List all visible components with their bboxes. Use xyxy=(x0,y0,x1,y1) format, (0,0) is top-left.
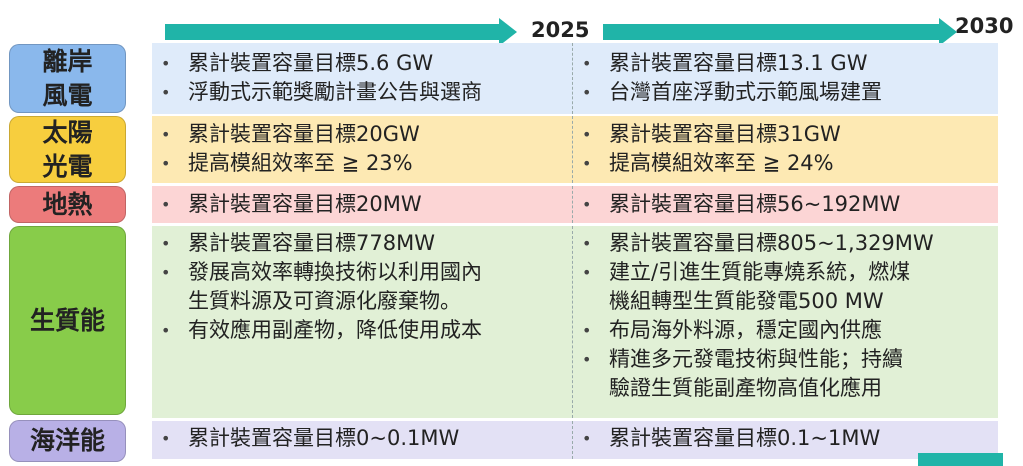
bullet-icon: • xyxy=(582,350,592,369)
timeline-arrow-2030 xyxy=(603,18,957,46)
cell-2030: • 累計裝置容量目標31GW • 提高模組效率至 ≧ 24% xyxy=(572,116,998,183)
list-item: • 浮動式示範獎勵計畫公告與選商 xyxy=(152,78,572,107)
bullet-icon: • xyxy=(161,429,171,448)
bullet-icon: • xyxy=(161,195,171,214)
list-item: • 累計裝置容量目標0~0.1MW xyxy=(152,424,572,453)
timeline-arrow-2025 xyxy=(165,18,517,46)
list-item: • 累計裝置容量目標778MW xyxy=(152,229,572,258)
bullet-icon: • xyxy=(582,321,592,340)
cell-2030: • 累計裝置容量目標0.1~1MW xyxy=(572,421,998,459)
bullet-icon: • xyxy=(582,263,592,282)
category-label-offshore-wind: 離岸 風電 xyxy=(9,44,126,113)
category-label-biomass: 生質能 xyxy=(9,226,126,415)
bullet-icon: • xyxy=(161,263,171,282)
bullet-icon: • xyxy=(582,234,592,253)
cell-2025: • 累計裝置容量目標0~0.1MW xyxy=(152,421,572,459)
bullet-icon: • xyxy=(161,154,171,173)
list-item: • 有效應用副產物，降低使用成本 xyxy=(152,316,572,345)
category-label-geothermal: 地熱 xyxy=(9,186,126,223)
cell-2030: • 累計裝置容量目標13.1 GW • 台灣首座浮動式示範風場建置 xyxy=(572,43,998,114)
table-row: • 累計裝置容量目標20GW • 提高模組效率至 ≧ 23% • 累計裝置容量目標31GW… xyxy=(152,116,998,183)
list-item: • 台灣首座浮動式示範風場建置 xyxy=(573,78,998,107)
table-row: • 累計裝置容量目標778MW • 發展高效率轉換技術以利用國內 生質料源及可資源化廢… xyxy=(152,226,998,418)
cell-2025: • 累計裝置容量目標20GW • 提高模組效率至 ≧ 23% xyxy=(152,116,572,183)
list-item: • 提高模組效率至 ≧ 24% xyxy=(573,149,998,178)
list-item: • 布局海外料源，穩定國內供應 xyxy=(573,316,998,345)
year-2030-label: 2030 xyxy=(955,14,1014,38)
bullet-icon: • xyxy=(582,429,592,448)
cell-2025: • 累計裝置容量目標20MW xyxy=(152,186,572,223)
table-row: • 累計裝置容量目標5.6 GW • 浮動式示範獎勵計畫公告與選商 • 累計裝置容量目標1… xyxy=(152,43,998,114)
year-2025-label: 2025 xyxy=(531,18,590,42)
list-item: • 累計裝置容量目標20MW xyxy=(152,190,572,219)
category-label-solar: 太陽 光電 xyxy=(9,116,126,183)
list-item: • 累計裝置容量目標56~192MW xyxy=(573,190,998,219)
bullet-icon: • xyxy=(161,83,171,102)
bullet-icon: • xyxy=(161,125,171,144)
cell-2025: • 累計裝置容量目標778MW • 發展高效率轉換技術以利用國內 生質料源及可資源化廢… xyxy=(152,226,572,418)
list-item: • 提高模組效率至 ≧ 23% xyxy=(152,149,572,178)
cell-2030: • 累計裝置容量目標56~192MW xyxy=(572,186,998,223)
list-item: • 累計裝置容量目標20GW xyxy=(152,120,572,149)
list-item: • 精進多元發電技術與性能；持續 驗證生質能副產物高值化應用 xyxy=(582,347,903,400)
cell-2025: • 累計裝置容量目標5.6 GW • 浮動式示範獎勵計畫公告與選商 xyxy=(152,43,572,114)
bullet-icon: • xyxy=(582,195,592,214)
bullet-icon: • xyxy=(582,54,592,73)
bullet-icon: • xyxy=(161,321,171,340)
cell-2030: • 累計裝置容量目標805~1,329MW • 建立/引進生質能專燒系統，燃煤 機組轉… xyxy=(572,226,998,418)
accent-bar xyxy=(918,453,1003,466)
category-label-ocean: 海洋能 xyxy=(9,420,126,462)
list-item: • 發展高效率轉換技術以利用國內 生質料源及可資源化廢棄物。 xyxy=(161,260,482,313)
bullet-icon: • xyxy=(582,125,592,144)
list-item: • 建立/引進生質能專燒系統，燃煤 機組轉型生質能發電500 MW xyxy=(582,260,911,313)
list-item: • 累計裝置容量目標0.1~1MW xyxy=(573,424,998,453)
list-item: • 累計裝置容量目標805~1,329MW xyxy=(573,229,998,258)
list-item: • 累計裝置容量目標13.1 GW xyxy=(573,49,998,78)
table-row: • 累計裝置容量目標20MW • 累計裝置容量目標56~192MW xyxy=(152,186,998,223)
list-item: • 累計裝置容量目標31GW xyxy=(573,120,998,149)
table-row: • 累計裝置容量目標0~0.1MW • 累計裝置容量目標0.1~1MW xyxy=(152,421,998,459)
bullet-icon: • xyxy=(161,54,171,73)
bullet-icon: • xyxy=(161,234,171,253)
bullet-icon: • xyxy=(582,83,592,102)
list-item: • 累計裝置容量目標5.6 GW xyxy=(152,49,572,78)
bullet-icon: • xyxy=(582,154,592,173)
